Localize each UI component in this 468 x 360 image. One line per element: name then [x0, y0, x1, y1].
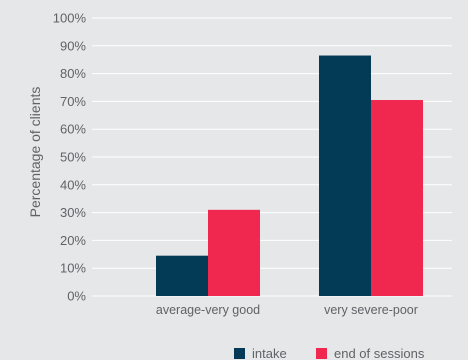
legend-swatch — [316, 348, 327, 359]
y-tick-label: 0% — [67, 289, 86, 304]
bars — [156, 55, 423, 296]
x-category-labels: average-very good very severe-poor — [156, 303, 418, 317]
y-tick-labels: 0% 10% 20% 30% 40% 50% 60% 70% 80% 90% 100% — [53, 11, 87, 304]
gridlines — [92, 17, 452, 297]
bar-intake-0 — [156, 255, 208, 296]
y-tick-label: 70% — [60, 94, 86, 109]
x-category-label: average-very good — [156, 303, 260, 317]
legend: intake end of sessions — [234, 346, 425, 360]
bar-end-of-sessions-0 — [208, 209, 260, 296]
bar-intake-1 — [319, 55, 371, 296]
y-tick-label: 30% — [60, 205, 86, 220]
legend-swatch — [234, 348, 245, 359]
y-tick-label: 40% — [60, 177, 86, 192]
y-tick-label: 50% — [60, 150, 86, 165]
y-tick-label: 60% — [60, 122, 86, 137]
y-axis-title: Percentage of clients — [27, 87, 43, 218]
legend-label: intake — [252, 346, 287, 360]
y-tick-label: 90% — [60, 38, 86, 53]
x-category-label: very severe-poor — [324, 303, 418, 317]
y-tick-label: 10% — [60, 261, 86, 276]
legend-label: end of sessions — [334, 346, 425, 360]
y-tick-label: 80% — [60, 66, 86, 81]
y-tick-label: 100% — [53, 11, 87, 26]
bar-end-of-sessions-1 — [371, 100, 423, 296]
y-tick-label: 20% — [60, 233, 86, 248]
